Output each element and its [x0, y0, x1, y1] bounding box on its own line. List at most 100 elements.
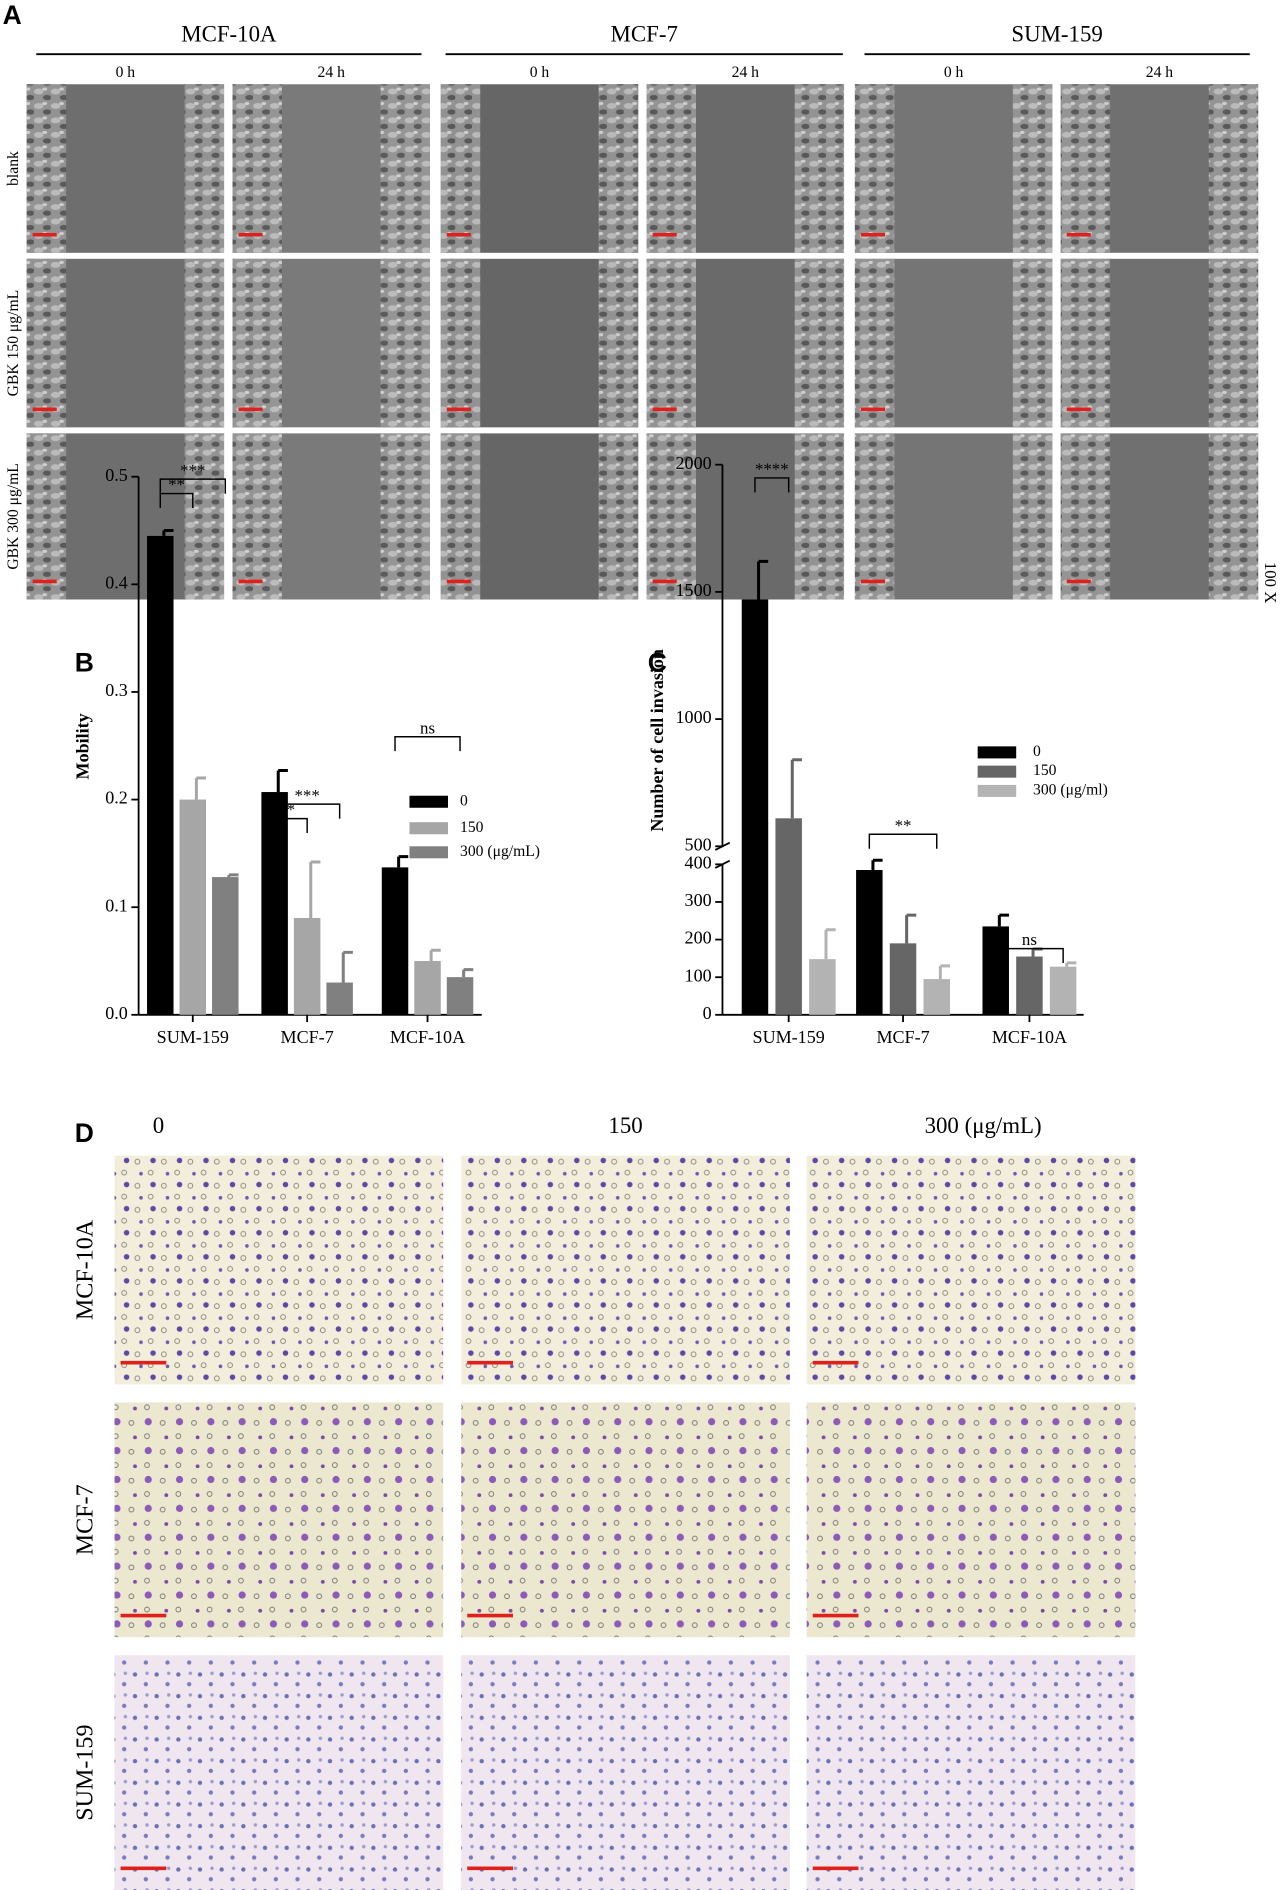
significance-bracket [159, 478, 227, 494]
cell-front [1012, 433, 1053, 600]
bar [414, 961, 441, 1015]
significance-bracket [754, 477, 790, 493]
y-axis-label: Mobility [73, 713, 93, 779]
y-tick-label: 0.2 [105, 788, 128, 808]
cell-front [646, 258, 696, 428]
error-bar [938, 964, 950, 980]
x-tick-label: SUM-159 [753, 1027, 825, 1047]
stained-cells [806, 1402, 1136, 1638]
significance-label: ns [420, 718, 435, 737]
significance-bracket [394, 736, 461, 752]
cell-front [1060, 433, 1111, 600]
bar [381, 867, 409, 1015]
bar [1049, 966, 1077, 1015]
y-tick-label: 200 [685, 928, 712, 948]
cell-front [380, 258, 430, 428]
error-bar [997, 913, 1009, 927]
time-label: 24 h [318, 64, 346, 81]
cell-front [232, 84, 282, 253]
significance-bracket [995, 947, 1064, 964]
error-bar [462, 968, 474, 978]
y-tick-label: 1000 [676, 707, 712, 727]
error-bar [341, 950, 353, 983]
cell-front [646, 84, 696, 253]
cell-front [646, 433, 696, 600]
bar [775, 818, 802, 1015]
error-bar [397, 855, 409, 868]
cell-front [794, 84, 845, 253]
panel-label: C [648, 648, 667, 678]
cell-front [26, 258, 67, 428]
bar [982, 926, 1009, 1015]
cell-front [598, 258, 639, 428]
time-label: 0 h [530, 64, 550, 81]
cell-front [380, 84, 430, 253]
legend-swatch [977, 784, 1017, 797]
cell-front [184, 84, 225, 253]
row-label: MCF-7 [72, 1484, 98, 1555]
legend-label: 150 [1033, 762, 1057, 779]
cell-front [1012, 84, 1053, 253]
significance-label: *** [295, 786, 320, 805]
bar [326, 982, 353, 1015]
panel-label: B [75, 648, 94, 678]
time-label: 24 h [1146, 64, 1174, 81]
error-bar [309, 860, 321, 918]
legend-label: 300 (μg/ml) [1033, 782, 1108, 799]
y-tick-label: 0.4 [105, 572, 128, 592]
legend-swatch [977, 765, 1017, 778]
y-axis-label: Number of cell invasion [647, 649, 667, 832]
cell-front [440, 433, 481, 600]
group-title: SUM-159 [1011, 21, 1102, 46]
cell-front [1060, 84, 1111, 253]
bar [179, 799, 207, 1015]
cell-front [794, 433, 845, 600]
cell-front [184, 258, 225, 428]
cell-front [440, 258, 481, 428]
row-label: MCF-10A [72, 1219, 98, 1320]
significance-label: * [287, 800, 295, 819]
column-label: 300 (μg/mL) [925, 1113, 1042, 1138]
time-label: 0 h [944, 64, 964, 81]
significance-label: ns [1022, 930, 1037, 949]
x-tick-label: MCF-7 [876, 1027, 929, 1047]
error-bar [824, 928, 836, 960]
time-label: 24 h [732, 64, 760, 81]
cell-front [854, 433, 895, 600]
error-bar [162, 529, 174, 536]
cell-front [598, 433, 639, 600]
row-label: GBK 300 μg/mL [5, 463, 22, 569]
panel-label: A [3, 0, 22, 30]
panel-label: D [75, 1118, 94, 1148]
stained-cells [806, 1655, 1136, 1890]
stained-cells [806, 1155, 1136, 1385]
time-label: 0 h [116, 64, 136, 81]
x-tick-label: MCF-10A [992, 1027, 1067, 1047]
error-bar [194, 776, 207, 800]
bar [293, 917, 321, 1015]
group-title: MCF-7 [611, 21, 678, 46]
cell-front [854, 84, 895, 253]
bar [809, 959, 836, 1015]
cell-front [184, 433, 225, 600]
error-bar [227, 873, 239, 878]
legend-swatch [409, 846, 448, 859]
error-bar [1031, 947, 1043, 957]
y-tick-label: 300 [685, 890, 712, 910]
bar [889, 943, 917, 1015]
cell-front [380, 433, 430, 600]
stained-cells [114, 1155, 444, 1385]
cell-front [598, 84, 639, 253]
significance-label: **** [755, 460, 789, 479]
x-tick-label: MCF-10A [390, 1027, 465, 1047]
y-tick-label: 100 [685, 965, 712, 985]
significance-bracket [868, 833, 938, 849]
error-bar [871, 858, 883, 870]
y-tick-label: 0.0 [105, 1003, 128, 1023]
y-tick-label: 0.5 [105, 465, 128, 485]
cell-front [232, 433, 282, 600]
bar [212, 877, 239, 1015]
bar [741, 599, 769, 1015]
significance-bracket [159, 492, 194, 509]
legend-label: 300 (μg/mL) [460, 843, 540, 860]
